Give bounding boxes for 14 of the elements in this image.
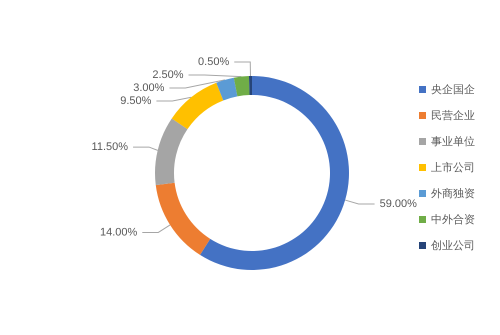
- legend-label: 外商独资: [431, 187, 475, 200]
- legend-label: 上市公司: [431, 161, 475, 174]
- data-label: 59.00%: [380, 198, 418, 210]
- legend-label: 创业公司: [431, 239, 475, 252]
- data-label: 9.50%: [120, 95, 152, 108]
- data-label: 14.00%: [100, 226, 138, 238]
- data-label: 3.00%: [133, 82, 165, 94]
- data-label: 2.50%: [152, 69, 184, 82]
- data-label: 0.50%: [198, 56, 230, 68]
- data-label: 11.50%: [92, 141, 128, 154]
- legend-label: 中外合资: [431, 213, 475, 226]
- legend-label: 事业单位: [431, 135, 475, 148]
- legend-label: 民营企业: [431, 109, 475, 122]
- legend-label: 央企国企: [431, 83, 475, 96]
